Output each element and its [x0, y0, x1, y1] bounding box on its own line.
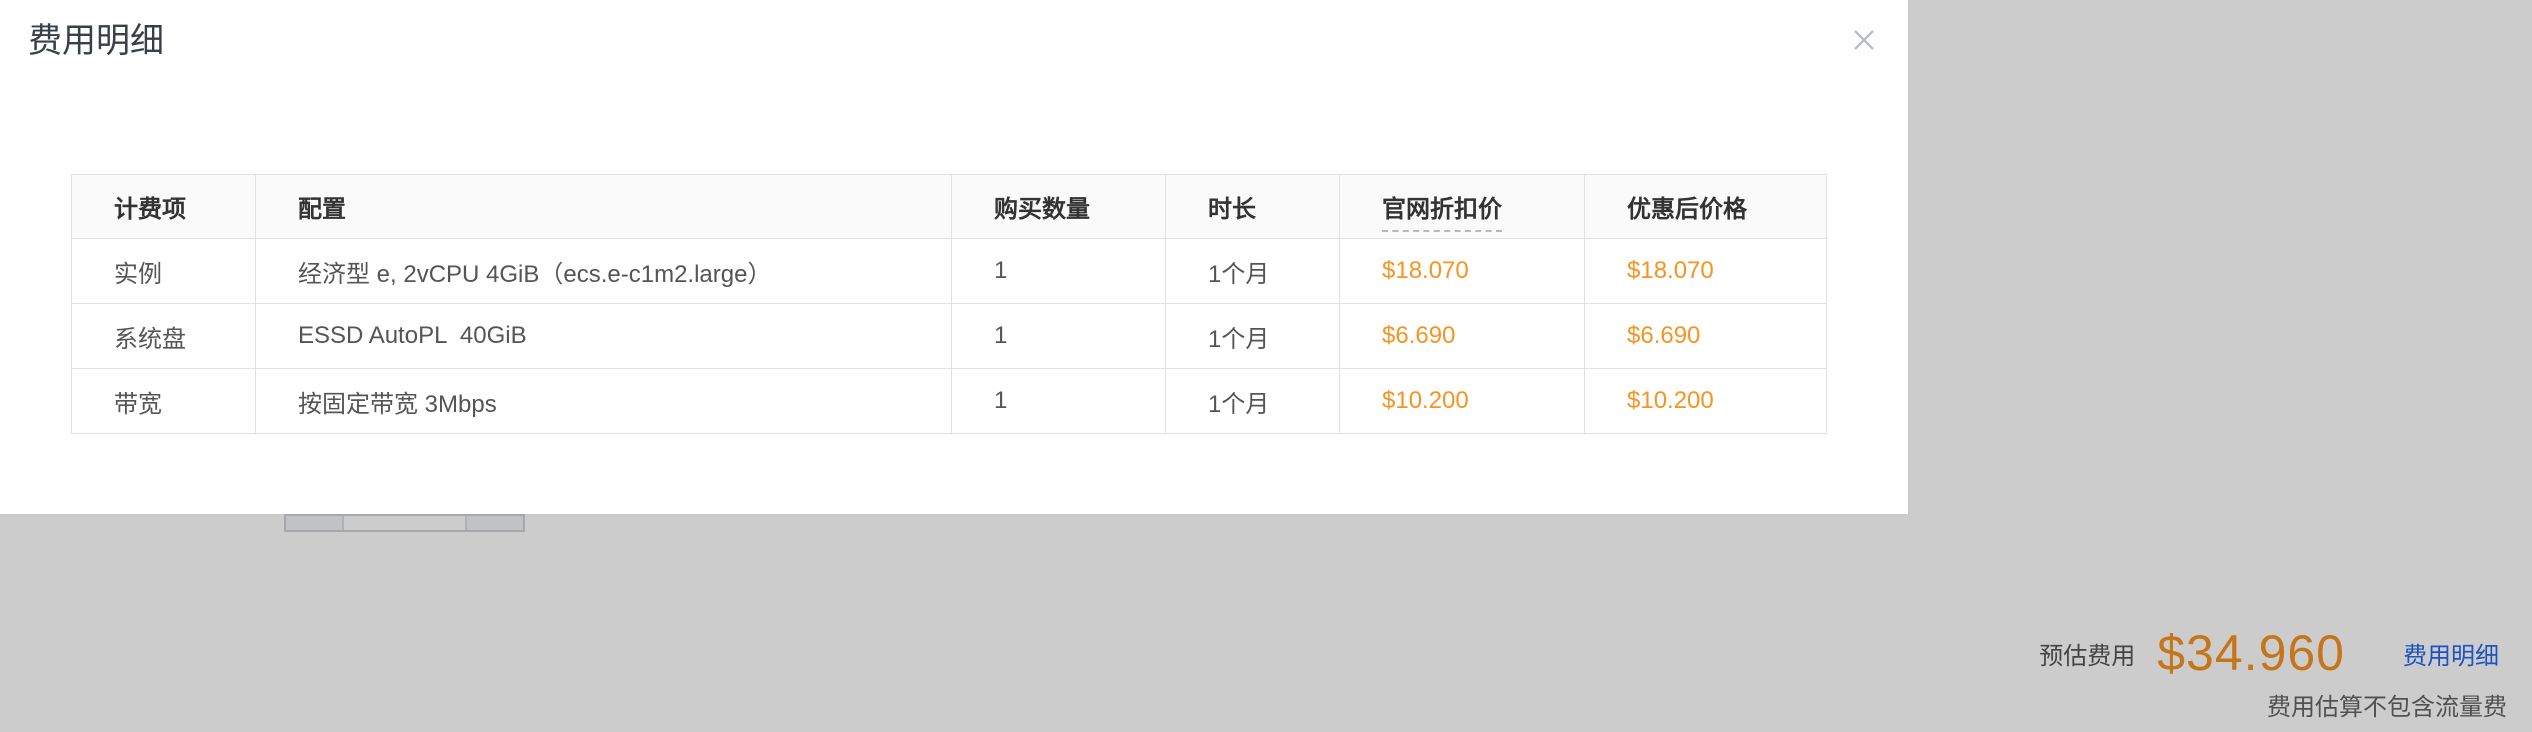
billing-item-cell: 实例	[71, 238, 256, 304]
discount-price-cell: $6.690	[1584, 303, 1827, 369]
list-price-cell: $6.690	[1339, 303, 1585, 369]
header-configuration: 配置	[255, 174, 952, 239]
cost-estimate-note: 费用估算不包含流量费	[2267, 694, 2507, 721]
cost-detail-link[interactable]: 费用明细	[2403, 642, 2499, 670]
duration-cell: 1个月	[1165, 303, 1340, 369]
configuration-cell: ESSD AutoPL 40GiB	[255, 303, 952, 369]
table-row: 带宽 按固定带宽 3Mbps 1 1个月 $10.200 $10.200	[71, 368, 1827, 434]
list-price-cell: $10.200	[1339, 368, 1585, 434]
decrease-button	[286, 516, 344, 530]
configuration-cell: 经济型 e, 2vCPU 4GiB（ecs.e-c1m2.large）	[255, 238, 952, 304]
configuration-cell: 按固定带宽 3Mbps	[255, 368, 952, 434]
discount-price-cell: $18.070	[1584, 238, 1827, 304]
cost-detail-table: 计费项 配置 购买数量 时长 官网折扣价 优惠后价格 实例 经济型 e, 2vC…	[71, 174, 1827, 434]
modal-title: 费用明细	[28, 22, 164, 60]
close-x-glyph	[1854, 30, 1874, 50]
list-price-tooltip-trigger[interactable]: 官网折扣价	[1382, 196, 1502, 232]
header-duration: 时长	[1165, 174, 1340, 239]
header-quantity: 购买数量	[951, 174, 1166, 239]
billing-item-cell: 带宽	[71, 368, 256, 434]
duration-cell: 1个月	[1165, 238, 1340, 304]
quantity-cell: 1	[951, 303, 1166, 369]
header-discount-price: 优惠后价格	[1584, 174, 1827, 239]
list-price-cell: $18.070	[1339, 238, 1585, 304]
table-header-row: 计费项 配置 购买数量 时长 官网折扣价 优惠后价格	[71, 174, 1827, 239]
header-billing-item: 计费项	[71, 174, 256, 239]
duration-cell: 1个月	[1165, 368, 1340, 434]
quantity-cell: 1	[951, 238, 1166, 304]
estimated-cost-label: 预估费用	[2039, 642, 2136, 670]
close-icon[interactable]	[1844, 20, 1884, 60]
estimated-cost-bar: 预估费用 $34.960 费用明细	[2039, 624, 2499, 682]
table-row: 系统盘 ESSD AutoPL 40GiB 1 1个月 $6.690 $6.69…	[71, 303, 1827, 369]
header-list-price: 官网折扣价	[1339, 174, 1585, 239]
quantity-cell: 1	[951, 368, 1166, 434]
table-row: 实例 经济型 e, 2vCPU 4GiB（ecs.e-c1m2.large） 1…	[71, 238, 1827, 304]
increase-button	[465, 516, 523, 530]
estimated-cost-value: $34.960	[2157, 625, 2345, 681]
cost-detail-modal: 费用明细 计费项 配置 购买数量 时长	[28, 20, 1884, 434]
quantity-input	[344, 516, 465, 530]
discount-price-cell: $10.200	[1584, 368, 1827, 434]
quantity-stepper	[284, 514, 525, 532]
billing-item-cell: 系统盘	[71, 303, 256, 369]
